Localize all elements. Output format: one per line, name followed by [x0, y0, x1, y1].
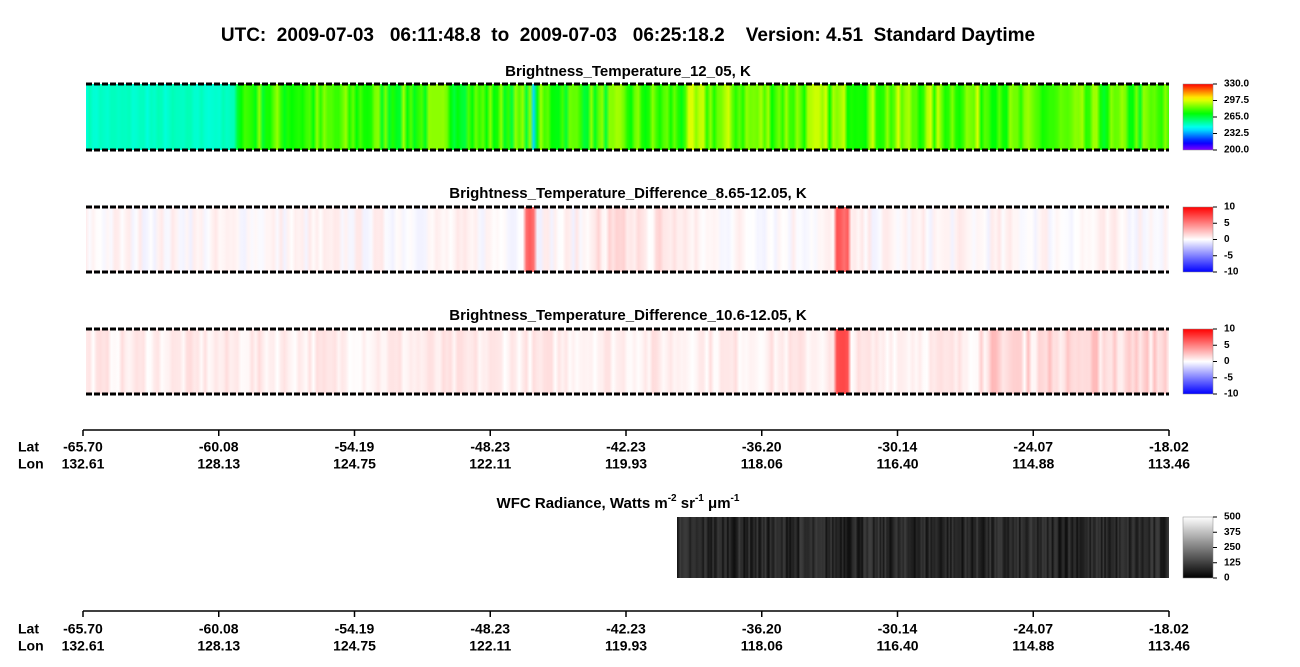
colorbar [1182, 206, 1214, 273]
lon-label: 119.93 [605, 638, 647, 654]
lon-label: 116.40 [876, 456, 918, 472]
lon-label: 114.88 [1012, 456, 1054, 472]
lat-label: -18.02 [1149, 439, 1189, 455]
lon-label: 122.11 [469, 638, 511, 654]
title-part: sr [677, 495, 696, 512]
lat-label: -54.19 [335, 439, 375, 455]
panel-title: WFC Radiance, Watts m-2 sr-1 μm-1 [497, 493, 740, 512]
panel-title: Brightness_Temperature_12_05, K [505, 63, 751, 80]
lat-label: -48.23 [470, 621, 510, 637]
colorbar [1182, 516, 1214, 579]
colorbar-tick-label: -10 [1224, 389, 1239, 400]
swath-image [677, 517, 1169, 578]
colorbar-tick-label: -5 [1224, 250, 1233, 261]
lat-label: -60.08 [199, 439, 239, 455]
colorbar [1182, 328, 1214, 395]
lat-label: -54.19 [335, 621, 375, 637]
lat-label: -36.20 [742, 621, 782, 637]
lon-label: 113.46 [1148, 638, 1190, 654]
colorbar-tick-label: -5 [1224, 372, 1233, 383]
colorbar-tick-label: 297.5 [1224, 95, 1249, 106]
lon-label: 132.61 [62, 638, 105, 654]
lon-label: 124.75 [333, 638, 376, 654]
title-part: -1 [731, 493, 740, 504]
lat-label: -42.23 [606, 439, 646, 455]
lon-label: 128.13 [197, 456, 240, 472]
lon-label: 119.93 [605, 456, 647, 472]
lat-label: -18.02 [1149, 621, 1189, 637]
colorbar-tick-label: 10 [1224, 202, 1236, 213]
row-label: Lat [18, 621, 39, 637]
colorbar-tick-label: 200.0 [1224, 145, 1249, 156]
lat-label: -60.08 [199, 621, 239, 637]
colorbar-tick-label: 125 [1224, 557, 1241, 568]
colorbar-tick-label: 0 [1224, 356, 1230, 367]
lat-label: -30.14 [878, 439, 918, 455]
lat-label: -24.07 [1013, 621, 1053, 637]
colorbar-tick-label: 375 [1224, 527, 1241, 538]
title-part: μm [704, 495, 731, 512]
lon-label: 116.40 [876, 638, 918, 654]
lat-label: -48.23 [470, 439, 510, 455]
colorbar-tick-label: 0 [1224, 573, 1230, 584]
lon-label: 122.11 [469, 456, 511, 472]
panel-title: Brightness_Temperature_Difference_8.65-1… [449, 185, 807, 202]
title-part: WFC Radiance, Watts m [497, 495, 668, 512]
colorbar-tick-label: 265.0 [1224, 112, 1249, 123]
colorbar-tick-label: 5 [1224, 218, 1230, 229]
lon-label: 118.06 [741, 456, 783, 472]
swath-image [86, 84, 1169, 150]
figure-title: UTC: 2009-07-03 06:11:48.8 to 2009-07-03… [221, 25, 1035, 46]
colorbar-tick-label: 0 [1224, 234, 1230, 245]
lat-label: -65.70 [63, 621, 103, 637]
colorbar-tick-label: 5 [1224, 340, 1230, 351]
row-label: Lat [18, 439, 39, 455]
colorbar-tick-label: 500 [1224, 512, 1241, 523]
colorbar-tick-label: 330.0 [1224, 79, 1249, 90]
title-part: -1 [695, 493, 704, 504]
row-label: Lon [18, 638, 44, 654]
title-part: -2 [668, 493, 677, 504]
lat-label: -24.07 [1013, 439, 1053, 455]
lon-label: 132.61 [62, 456, 105, 472]
lat-label: -36.20 [742, 439, 782, 455]
colorbar-tick-label: 250 [1224, 542, 1241, 553]
swath-image [86, 207, 1169, 272]
colorbar-tick-label: 10 [1224, 324, 1236, 335]
lon-label: 128.13 [197, 638, 240, 654]
lon-label: 114.88 [1012, 638, 1054, 654]
lat-label: -30.14 [878, 621, 918, 637]
lon-label: 118.06 [741, 638, 783, 654]
lat-label: -65.70 [63, 439, 103, 455]
swath-image [86, 329, 1169, 394]
colorbar-tick-label: 232.5 [1224, 128, 1249, 139]
colorbar [1182, 83, 1214, 151]
panel-title: Brightness_Temperature_Difference_10.6-1… [449, 307, 807, 324]
lon-label: 124.75 [333, 456, 376, 472]
row-label: Lon [18, 456, 44, 472]
lon-label: 113.46 [1148, 456, 1190, 472]
colorbar-tick-label: -10 [1224, 267, 1239, 278]
lat-label: -42.23 [606, 621, 646, 637]
